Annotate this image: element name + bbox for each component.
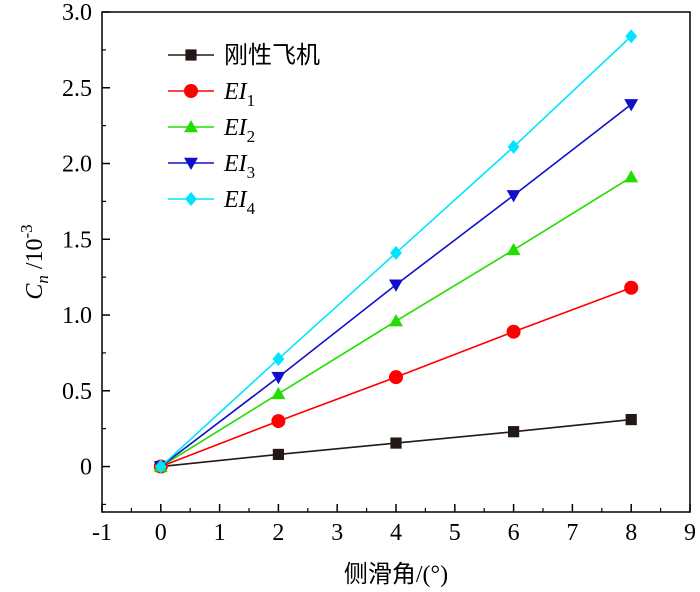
y-tick-label: 0 [80, 455, 92, 481]
legend-marker [184, 120, 198, 133]
data-point [271, 414, 286, 429]
legend-item: 刚性飞机 [168, 42, 320, 69]
data-point [624, 99, 639, 112]
legend-label: EI2 [223, 115, 255, 146]
y-tick-label: 2.5 [62, 76, 92, 102]
data-point [272, 448, 284, 461]
x-tick-label: 5 [449, 520, 461, 546]
y-axis-label-base: C [22, 283, 48, 300]
ticks-group: -1 0 1 2 3 4 5 6 7 8 9 0 0.5 1.0 1.5 2.0 2.5 3.0 [62, 0, 696, 546]
legend-item: EI1 [168, 79, 255, 110]
legend-item: EI2 [168, 115, 255, 146]
legend-label: EI4 [223, 187, 256, 218]
y-tick-label: 3.0 [62, 0, 92, 26]
x-tick-label: -1 [92, 520, 112, 546]
legend-marker [184, 157, 198, 170]
data-point [154, 459, 167, 474]
data-point [390, 437, 402, 449]
y-axis-label-unit: /10 [22, 238, 48, 275]
data-point [506, 190, 521, 203]
legend-marker [185, 49, 197, 61]
data-point [624, 170, 639, 183]
data-point [272, 351, 285, 366]
y-tick-label: 0.5 [62, 379, 92, 405]
x-tick-label: 7 [566, 520, 578, 546]
data-point [390, 245, 402, 260]
legend-marker [184, 84, 198, 98]
y-axis-label-exp: -3 [17, 224, 36, 238]
legend: 刚性飞机 EI1 EI2 EI3 EI4 [168, 42, 320, 218]
y-tick-label: 2.0 [62, 152, 92, 178]
legend-item: EI3 [168, 151, 255, 182]
series-1 [155, 413, 637, 473]
data-point [271, 371, 286, 385]
x-tick-label: 3 [331, 520, 343, 546]
y-tick-label: 1.0 [62, 303, 92, 329]
data-point [507, 139, 520, 154]
x-axis-label: 侧滑角/(°) [344, 561, 448, 588]
x-tick-label: 2 [272, 520, 284, 546]
legend-label: 刚性飞机 [224, 42, 320, 69]
data-point [625, 413, 637, 426]
data-point [508, 426, 520, 438]
legend-label: EI1 [223, 79, 255, 110]
series-5 [154, 29, 638, 474]
legend-marker [185, 192, 197, 206]
data-point [389, 370, 403, 385]
data-point [624, 280, 639, 295]
x-tick-label: 8 [625, 520, 637, 546]
data-point [389, 314, 403, 327]
data-point [506, 242, 521, 256]
y-tick-label: 1.5 [62, 227, 92, 253]
data-point [389, 279, 403, 292]
x-tick-label: 6 [508, 520, 520, 546]
x-tick-label: 9 [684, 520, 696, 546]
y-axis-label-sub: n [33, 275, 52, 284]
x-tick-label: 1 [214, 520, 226, 546]
legend-label: EI3 [223, 151, 255, 182]
series-group [153, 29, 639, 474]
y-axis-label: Cn /10-3 [17, 224, 52, 299]
data-point [506, 324, 521, 339]
legend-item: EI4 [168, 187, 256, 218]
x-tick-label: 0 [155, 520, 167, 546]
data-point [271, 386, 286, 400]
x-tick-label: 4 [390, 520, 402, 546]
data-point [625, 29, 638, 44]
